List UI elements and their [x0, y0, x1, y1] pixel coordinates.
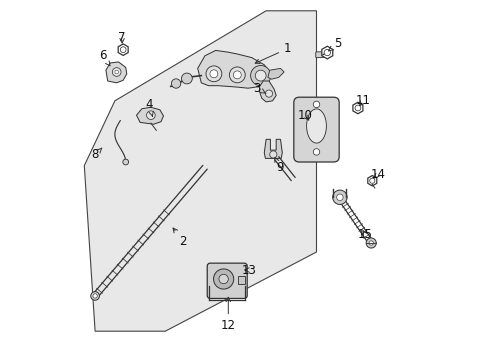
Bar	[238, 276, 244, 284]
Text: 4: 4	[145, 98, 153, 116]
Polygon shape	[264, 139, 282, 158]
Text: 15: 15	[357, 228, 372, 240]
Circle shape	[332, 190, 346, 204]
Text: 11: 11	[355, 94, 370, 107]
Circle shape	[91, 292, 99, 300]
FancyBboxPatch shape	[315, 52, 323, 58]
Circle shape	[209, 70, 218, 78]
Circle shape	[115, 70, 118, 74]
Circle shape	[219, 274, 228, 284]
Text: 14: 14	[369, 168, 385, 181]
Circle shape	[93, 294, 97, 298]
Polygon shape	[136, 107, 163, 124]
Text: 5: 5	[328, 37, 340, 51]
Text: 12: 12	[221, 297, 235, 332]
Text: 13: 13	[241, 264, 256, 276]
Polygon shape	[367, 176, 376, 186]
Circle shape	[205, 66, 222, 82]
Circle shape	[146, 111, 155, 120]
Circle shape	[269, 151, 276, 158]
Circle shape	[171, 79, 181, 88]
Text: 1: 1	[255, 42, 291, 63]
Text: 8: 8	[91, 148, 102, 161]
Ellipse shape	[306, 109, 325, 143]
Circle shape	[229, 67, 244, 83]
Polygon shape	[321, 46, 332, 59]
Circle shape	[213, 269, 233, 289]
Circle shape	[120, 47, 126, 53]
Text: 3: 3	[253, 82, 265, 95]
Circle shape	[181, 73, 192, 84]
FancyBboxPatch shape	[293, 97, 339, 162]
Circle shape	[336, 194, 343, 201]
Circle shape	[112, 68, 121, 76]
Circle shape	[255, 70, 265, 81]
Polygon shape	[84, 11, 316, 331]
Circle shape	[369, 178, 374, 183]
Circle shape	[354, 105, 360, 111]
Circle shape	[233, 71, 241, 79]
Text: 2: 2	[173, 228, 187, 248]
Circle shape	[366, 238, 375, 248]
Circle shape	[313, 101, 319, 108]
Text: 7: 7	[118, 31, 125, 44]
FancyBboxPatch shape	[207, 263, 247, 298]
Polygon shape	[106, 62, 126, 83]
Polygon shape	[197, 50, 269, 88]
Circle shape	[122, 159, 128, 165]
Circle shape	[324, 49, 330, 56]
Circle shape	[250, 66, 270, 86]
Polygon shape	[259, 81, 276, 102]
Polygon shape	[267, 68, 284, 79]
Circle shape	[265, 90, 272, 97]
Circle shape	[368, 241, 373, 245]
Text: 9: 9	[274, 158, 283, 174]
Polygon shape	[118, 44, 128, 55]
Polygon shape	[352, 102, 362, 114]
Text: 6: 6	[99, 49, 110, 66]
Circle shape	[313, 149, 319, 155]
Text: 10: 10	[297, 109, 312, 122]
